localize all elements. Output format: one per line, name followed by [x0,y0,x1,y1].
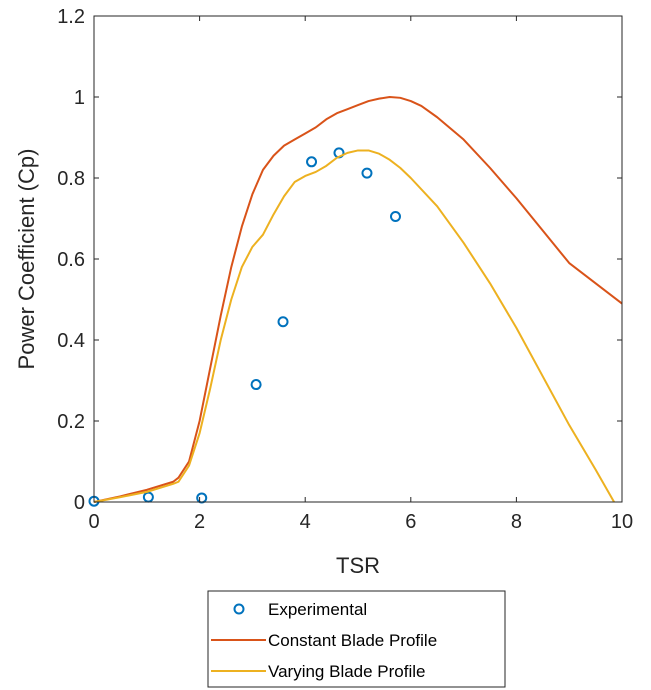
x-tick-label: 4 [300,511,311,533]
series-line-varying-blade-profile [93,149,615,503]
y-tick-label: 0.2 [57,411,85,433]
legend-label-constant: Constant Blade Profile [268,631,437,650]
legend: Experimental Constant Blade Profile Vary… [207,590,506,688]
y-axis: 0 0.2 0.4 0.6 0.8 1 1.2 [57,6,622,514]
x-axis-label: TSR [336,553,380,578]
legend-label-varying: Varying Blade Profile [268,662,426,681]
plot-area [94,16,622,502]
x-tick-label: 10 [611,511,633,533]
data-point-experimental [361,167,373,179]
y-tick-label: 1.2 [57,6,85,28]
x-tick-label: 8 [511,511,522,533]
y-tick-label: 0 [74,492,85,514]
data-point-experimental [277,316,289,328]
data-point-experimental [389,210,401,222]
data-point-experimental [250,379,262,391]
y-tick-label: 0.8 [57,168,85,190]
legend-marker-experimental [233,603,245,615]
x-axis: 0 2 4 6 8 10 [88,16,633,533]
x-tick-label: 2 [194,511,205,533]
legend-label-experimental: Experimental [268,600,367,619]
y-tick-label: 0.4 [57,330,85,352]
y-tick-label: 1 [74,87,85,109]
series-line-constant-blade-profile [93,96,623,503]
x-tick-label: 6 [405,511,416,533]
data-point-experimental [306,156,318,168]
series-layer [88,96,623,507]
x-tick-label: 0 [88,511,99,533]
y-axis-label: Power Coefficient (Cp) [14,149,39,370]
y-tick-label: 0.6 [57,249,85,271]
